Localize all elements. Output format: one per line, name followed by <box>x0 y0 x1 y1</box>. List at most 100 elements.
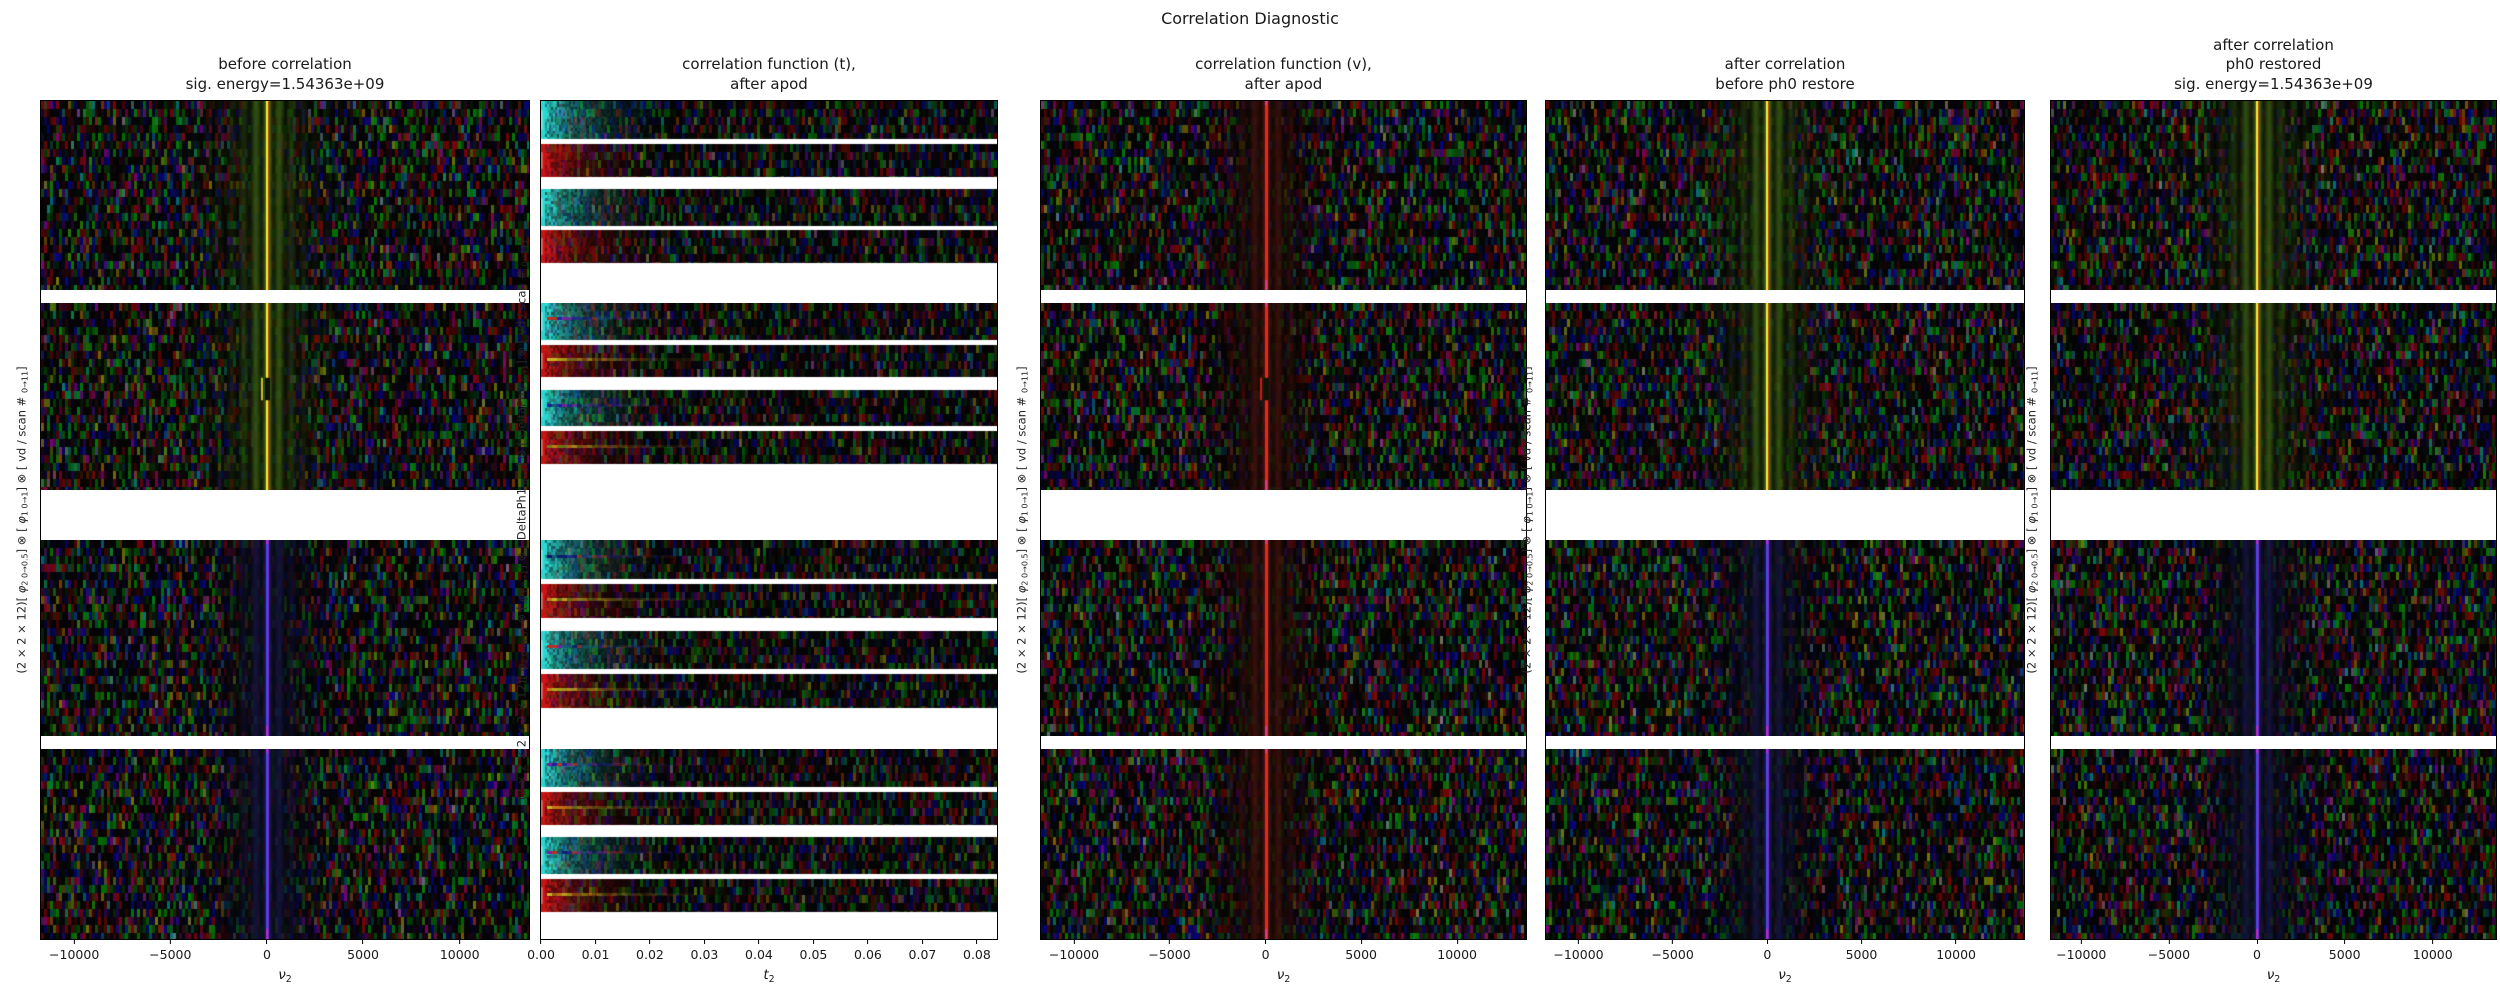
x-tick: −5000 <box>149 939 191 962</box>
x-axis: 0.00 0.01 0.02 0.03 0.04 0.05 0.06 0.07 0.08 <box>527 939 997 965</box>
x-tick: 0.01 <box>581 939 610 962</box>
x-tick: −10000 <box>2056 939 2106 962</box>
panel-correlation-function-v: correlation function (v), after apod (2 ×… <box>1014 55 1527 985</box>
heatmap-block-canvas <box>541 749 997 939</box>
x-tick-mark <box>649 939 651 944</box>
heatmap-block-canvas <box>41 749 529 939</box>
title-line: sig. energy=1.54363e+09 <box>185 75 385 94</box>
heatmap-block-canvas <box>1546 101 2024 291</box>
x-tick-mark <box>1169 939 1171 944</box>
title-line: before ph0 restore <box>1715 75 1855 94</box>
x-tick: 0.04 <box>745 939 773 962</box>
x-tick: −10000 <box>49 939 99 962</box>
x-tick-label: 0 <box>1261 947 1270 962</box>
x-tick-label: 0 <box>262 947 271 962</box>
heatmap-block-canvas <box>1041 302 1526 490</box>
x-tick-label: 5000 <box>1845 947 1878 962</box>
y-axis-label: (2 × 2 × 2 × 2 × 12)[ φ2 0→0.5] ⊗ [ φ1 0… <box>514 239 530 801</box>
heatmap-block-canvas <box>1546 302 2024 490</box>
heatmap-block-canvas <box>2051 749 2496 939</box>
x-tick-label: −5000 <box>2147 947 2191 962</box>
panel-after-correlation-before-ph0: after correlation before ph0 restore (2 ×… <box>1519 55 2025 985</box>
x-tick: 10000 <box>2413 939 2453 962</box>
x-tick-label: 10000 <box>1437 947 1478 962</box>
x-tick: 0 <box>263 939 271 962</box>
x-tick-mark <box>362 939 364 944</box>
x-tick-label: −10000 <box>49 947 100 962</box>
panel-title: correlation function (v), after apod <box>1021 55 1546 95</box>
x-tick-label: 0.08 <box>963 947 991 962</box>
panel-after-correlation-ph0-restored: after correlation ph0 restored sig. energy… <box>2024 36 2497 985</box>
x-tick-mark <box>703 939 705 944</box>
x-axis: −10000 −5000 0 5000 10000 <box>2051 939 2496 965</box>
title-line: sig. energy=1.54363e+09 <box>2174 75 2373 94</box>
panel-before-correlation: before correlation sig. energy=1.54363e+0… <box>14 55 530 985</box>
x-tick-mark <box>2432 939 2434 944</box>
x-tick-mark <box>540 939 542 944</box>
x-tick-mark <box>73 939 75 944</box>
x-tick-mark <box>976 939 978 944</box>
x-tick-mark <box>2168 939 2170 944</box>
x-tick-mark <box>1672 939 1674 944</box>
title-line: ph0 restored <box>2225 55 2322 74</box>
heatmap-block-canvas <box>2051 302 2496 490</box>
y-axis-label: (2 × 2 × 12)[ φ2 0→0.5] ⊗ [ φ1 0→1] ⊗ [ … <box>1519 366 1535 674</box>
x-tick-label: 0.01 <box>581 947 610 962</box>
x-tick-label: 0.07 <box>908 947 937 962</box>
figure-title: Correlation Diagnostic <box>1161 9 1339 28</box>
x-tick-label: 5000 <box>347 947 379 962</box>
x-tick-label: 10000 <box>439 947 480 962</box>
x-tick-label: −5000 <box>1651 947 1694 962</box>
x-axis-label: ν2 <box>1778 967 1792 985</box>
x-tick-label: 0.05 <box>799 947 828 962</box>
title-line: after correlation <box>1724 55 1846 74</box>
x-tick: 0.03 <box>690 939 719 962</box>
x-tick-mark <box>2256 939 2258 944</box>
x-tick: 0.05 <box>799 939 828 962</box>
heatmap-block-canvas <box>41 101 529 291</box>
x-tick: 0 <box>2253 939 2261 962</box>
title-line: before correlation <box>218 55 352 74</box>
x-tick-mark <box>867 939 869 944</box>
panel-title: before correlation sig. energy=1.54363e+0… <box>21 55 549 95</box>
x-tick-mark <box>1766 939 1768 944</box>
x-tick: 5000 <box>1345 939 1377 962</box>
title-line: after correlation <box>2213 35 2334 54</box>
y-axis-label: (2 × 2 × 12)[ φ2 0→0.5] ⊗ [ φ1 0→1] ⊗ [ … <box>1014 366 1030 674</box>
x-tick-mark <box>459 939 461 944</box>
x-tick-label: −5000 <box>1148 947 1191 962</box>
x-tick-mark <box>921 939 923 944</box>
x-tick-mark <box>1360 939 1362 944</box>
heatmap-block-canvas <box>41 540 529 736</box>
x-tick: 5000 <box>347 939 379 962</box>
x-tick-label: 0.02 <box>636 947 664 962</box>
title-line: after apod <box>730 75 808 94</box>
x-tick-label: 0.06 <box>854 947 882 962</box>
x-axis: −10000 −5000 0 5000 10000 <box>41 939 529 965</box>
x-tick: 10000 <box>1437 939 1477 962</box>
y-axis-label: (2 × 2 × 12)[ φ2 0→0.5] ⊗ [ φ1 0→1] ⊗ [ … <box>14 366 30 674</box>
heatmap-block-canvas <box>1041 101 1526 291</box>
x-tick-mark <box>2344 939 2346 944</box>
x-tick-mark <box>266 939 268 944</box>
x-tick: 10000 <box>440 939 480 962</box>
x-tick-label: 0.03 <box>690 947 719 962</box>
x-tick-label: −10000 <box>1048 947 1100 962</box>
x-tick-mark <box>169 939 171 944</box>
x-tick: 0.07 <box>908 939 937 962</box>
panel-title: correlation function (t), after apod <box>521 55 1017 95</box>
x-tick: −10000 <box>1553 939 1604 962</box>
x-tick: 0.08 <box>963 939 991 962</box>
x-tick: −5000 <box>2148 939 2190 962</box>
x-tick-label: −5000 <box>149 947 192 962</box>
x-axis-label: ν2 <box>278 967 292 985</box>
x-tick: 0.00 <box>527 939 555 962</box>
x-tick-mark <box>594 939 596 944</box>
x-tick-mark <box>758 939 760 944</box>
x-tick-label: −10000 <box>1553 947 1604 962</box>
x-tick-label: 0.00 <box>527 947 555 962</box>
heatmap-block-canvas <box>1546 749 2024 939</box>
heatmap-block-canvas <box>1041 540 1526 736</box>
x-tick-label: −10000 <box>2056 947 2107 962</box>
